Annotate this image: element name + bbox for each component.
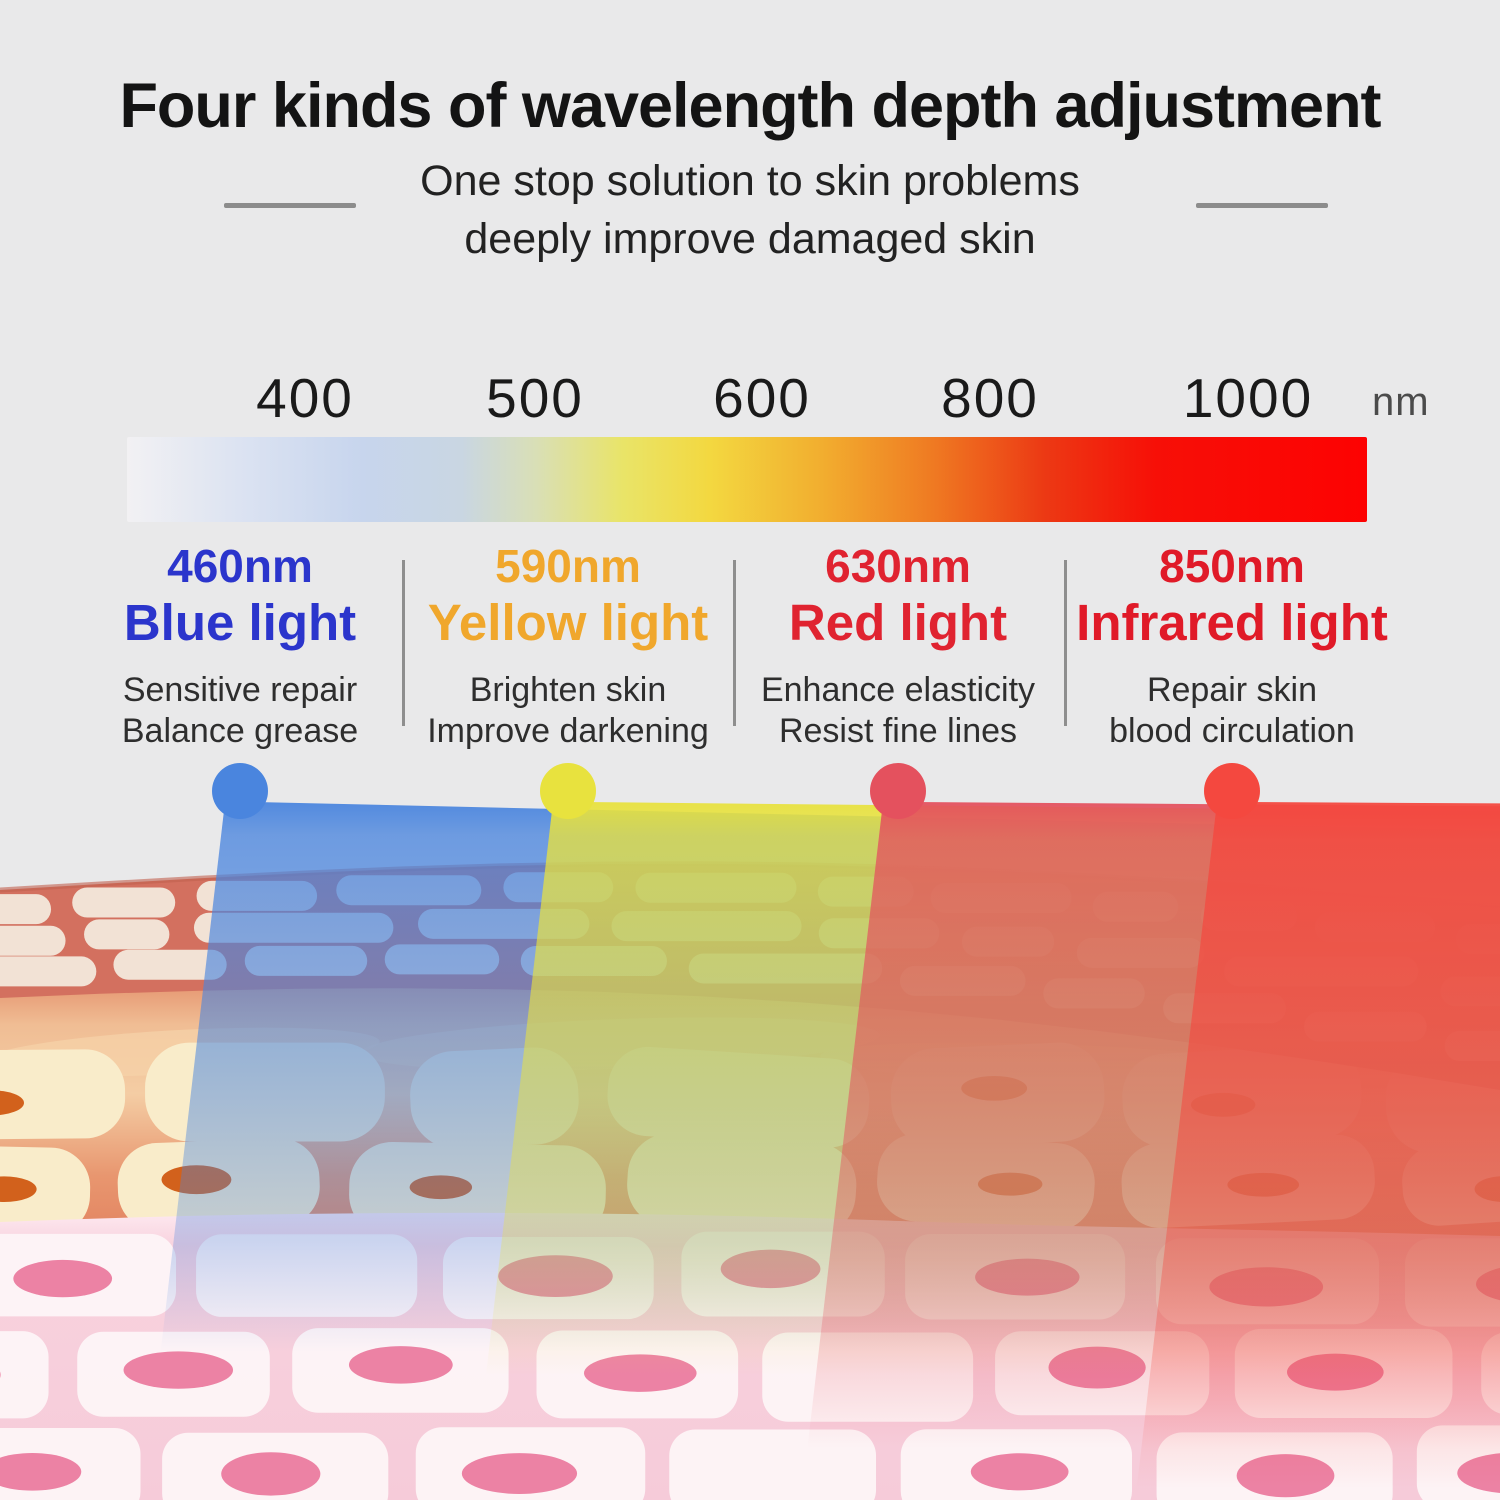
subtitle: One stop solution to skin problems deepl… xyxy=(0,152,1500,268)
light-description: Sensitive repair Balance grease xyxy=(75,670,405,752)
light-name-label: Yellow light xyxy=(427,594,709,651)
wavelength-tick-400: 400 xyxy=(256,367,354,429)
spectrum-gradient-bar xyxy=(127,437,1367,522)
light-desc-line-2: blood circulation xyxy=(1109,712,1355,750)
wavelength-unit-label: nm xyxy=(1372,380,1430,424)
wavelength-label: 630nm xyxy=(825,540,971,592)
light-column-infrared: 850nm Infrared light Repair skin blood c… xyxy=(1067,540,1397,752)
light-description: Brighten skin Improve darkening xyxy=(403,670,733,752)
light-desc-line-2: Balance grease xyxy=(121,712,359,750)
light-desc-line-2: Improve darkening xyxy=(427,712,709,750)
light-column-yellow: 590nm Yellow light Brighten skin Improve… xyxy=(403,540,733,752)
subtitle-line-2: deeply improve damaged skin xyxy=(464,215,1036,263)
light-column-red: 630nm Red light Enhance elasticity Resis… xyxy=(733,540,1063,752)
light-description: Enhance elasticity Resist fine lines xyxy=(733,670,1063,752)
column-divider-2 xyxy=(733,560,736,726)
wavelength-label: 850nm xyxy=(1159,540,1305,592)
wavelength-label: 460nm xyxy=(167,540,313,592)
light-desc-line-1: Brighten skin xyxy=(469,671,667,709)
subtitle-right-dash xyxy=(1196,203,1328,208)
light-description: Repair skin blood circulation xyxy=(1067,670,1397,752)
light-name-label: Red light xyxy=(788,594,1008,651)
light-name-label: Blue light xyxy=(123,594,357,651)
wavelength-tick-1000: 1000 xyxy=(1182,367,1314,429)
wavelength-label: 590nm xyxy=(495,540,641,592)
light-desc-line-1: Sensitive repair xyxy=(122,671,358,709)
subtitle-line-1: One stop solution to skin problems xyxy=(420,157,1080,205)
light-column-blue: 460nm Blue light Sensitive repair Balanc… xyxy=(75,540,405,752)
column-divider-3 xyxy=(1064,560,1067,726)
wavelength-tick-500: 500 xyxy=(486,367,584,429)
column-divider-1 xyxy=(402,560,405,726)
skin-cross-section-illustration xyxy=(0,861,1500,1500)
light-desc-line-2: Resist fine lines xyxy=(778,712,1018,750)
light-desc-line-1: Repair skin xyxy=(1146,671,1318,709)
wavelength-tick-800: 800 xyxy=(941,367,1039,429)
light-name-label: Infrared light xyxy=(1076,594,1388,651)
light-desc-line-1: Enhance elasticity xyxy=(760,671,1036,709)
page-title: Four kinds of wavelength depth adjustmen… xyxy=(119,71,1381,142)
subtitle-left-dash xyxy=(224,203,356,208)
wavelength-tick-600: 600 xyxy=(713,367,811,429)
